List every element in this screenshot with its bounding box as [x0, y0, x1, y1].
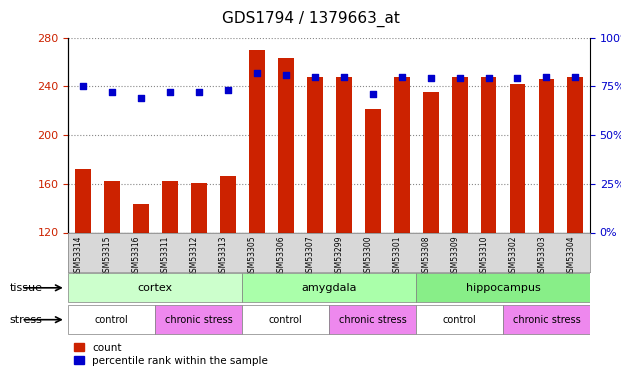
Bar — [416, 305, 503, 334]
Bar — [68, 273, 242, 302]
Text: GSM53314: GSM53314 — [74, 236, 83, 277]
Bar — [422, 92, 438, 232]
Text: GSM53305: GSM53305 — [248, 236, 256, 277]
Text: chronic stress: chronic stress — [338, 315, 407, 325]
Bar — [191, 183, 207, 232]
Bar — [248, 50, 265, 232]
Point — [397, 74, 407, 80]
Text: GSM53313: GSM53313 — [219, 236, 228, 277]
Text: GSM53316: GSM53316 — [132, 236, 141, 277]
Point — [78, 83, 88, 89]
Point — [455, 75, 465, 81]
Bar — [104, 182, 120, 232]
Text: chronic stress: chronic stress — [165, 315, 233, 325]
Text: chronic stress: chronic stress — [512, 315, 581, 325]
Point — [542, 74, 551, 80]
Bar — [335, 76, 351, 232]
Text: GSM53306: GSM53306 — [277, 236, 286, 277]
Text: GSM53310: GSM53310 — [479, 236, 489, 277]
Text: GSM53307: GSM53307 — [306, 236, 315, 277]
Text: GSM53301: GSM53301 — [392, 236, 402, 277]
Point — [136, 95, 146, 101]
Text: GSM53303: GSM53303 — [538, 236, 546, 277]
Text: GSM53311: GSM53311 — [161, 236, 170, 277]
Text: hippocampus: hippocampus — [466, 283, 540, 293]
Text: GSM53308: GSM53308 — [422, 236, 430, 277]
Bar — [416, 273, 590, 302]
Text: amygdala: amygdala — [301, 283, 357, 293]
Bar — [568, 76, 583, 232]
Point — [223, 87, 233, 93]
Point — [281, 72, 291, 78]
Bar — [161, 182, 178, 232]
Bar — [503, 305, 590, 334]
Bar — [451, 76, 468, 232]
Bar — [242, 273, 416, 302]
Bar — [307, 76, 322, 232]
Text: GSM53315: GSM53315 — [103, 236, 112, 277]
Bar — [538, 79, 555, 232]
Bar — [394, 76, 409, 232]
Bar — [75, 169, 91, 232]
Legend: count, percentile rank within the sample: count, percentile rank within the sample — [73, 343, 268, 366]
Text: GSM53309: GSM53309 — [451, 236, 460, 277]
Text: control: control — [95, 315, 129, 325]
Text: stress: stress — [9, 315, 42, 325]
Bar — [220, 177, 235, 232]
Bar — [68, 305, 155, 334]
Bar — [365, 110, 381, 232]
Text: GSM53300: GSM53300 — [364, 236, 373, 277]
Text: control: control — [443, 315, 476, 325]
Point — [425, 75, 435, 81]
Text: control: control — [269, 315, 302, 325]
Point — [512, 75, 522, 81]
Bar — [242, 305, 329, 334]
Point — [165, 89, 175, 95]
Point — [484, 75, 494, 81]
Text: GSM53299: GSM53299 — [335, 236, 343, 277]
Text: GSM53302: GSM53302 — [509, 236, 517, 277]
Point — [571, 74, 581, 80]
Text: GDS1794 / 1379663_at: GDS1794 / 1379663_at — [222, 11, 399, 27]
Bar — [155, 305, 242, 334]
Bar — [329, 305, 416, 334]
Point — [194, 89, 204, 95]
Bar — [509, 84, 525, 232]
Point — [368, 91, 378, 97]
Point — [252, 70, 261, 76]
Point — [338, 74, 348, 80]
Text: tissue: tissue — [9, 283, 42, 293]
Bar — [133, 204, 148, 232]
Bar — [278, 58, 294, 232]
Point — [310, 74, 320, 80]
Point — [107, 89, 117, 95]
Text: GSM53304: GSM53304 — [566, 236, 576, 277]
Bar — [481, 76, 496, 232]
Text: GSM53312: GSM53312 — [190, 236, 199, 277]
Text: cortex: cortex — [138, 283, 173, 293]
